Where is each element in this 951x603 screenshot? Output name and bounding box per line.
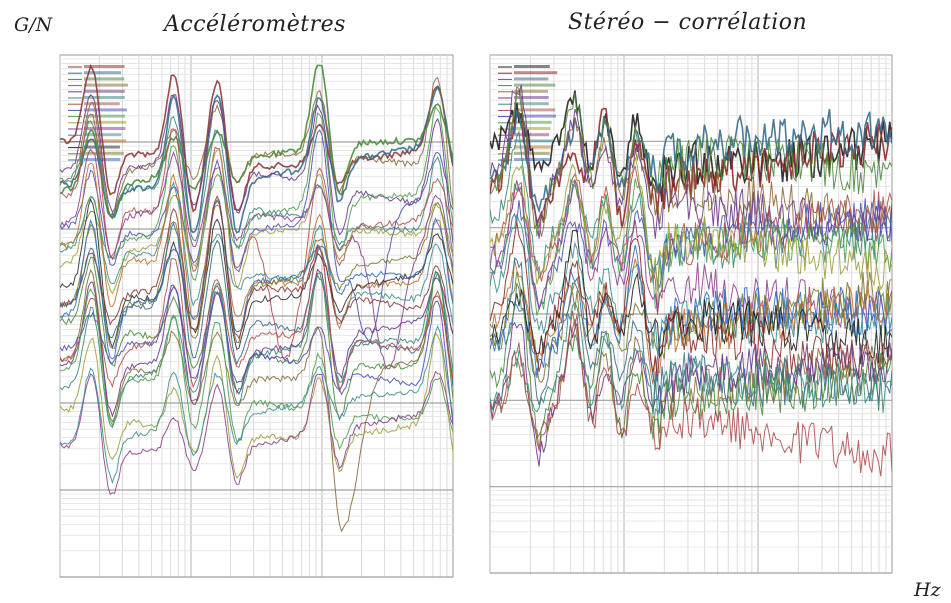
series-line xyxy=(60,115,453,258)
right-chart-title: Stéréo − corrélation xyxy=(568,10,808,35)
series-line xyxy=(60,148,453,370)
series-line xyxy=(60,198,453,349)
series-line xyxy=(490,301,892,416)
legend-entry-text xyxy=(84,114,126,118)
legend-entry-text xyxy=(514,158,550,161)
legend-entry-text xyxy=(84,96,125,99)
series-line xyxy=(60,162,453,330)
legend-entry-text xyxy=(514,114,556,118)
series-line xyxy=(60,129,453,344)
series-line xyxy=(60,195,453,340)
series-line xyxy=(60,181,453,326)
series-line xyxy=(60,85,453,234)
series-line xyxy=(60,149,453,295)
legend-entry-text xyxy=(514,145,553,149)
right-chart-panel xyxy=(489,54,893,574)
series-line xyxy=(60,288,453,450)
legend-entry-text xyxy=(84,89,125,93)
legend-entry-text xyxy=(514,96,549,99)
legend-entry-text xyxy=(514,71,558,75)
legend-entry-text xyxy=(514,133,549,137)
series-line xyxy=(490,271,892,383)
legend-entry-text xyxy=(84,120,127,124)
curves xyxy=(60,64,453,533)
series-line xyxy=(490,310,892,477)
y-axis-label: G/N xyxy=(14,14,53,36)
legend-entry-text xyxy=(84,102,120,106)
x-axis-label: Hz xyxy=(914,579,941,601)
left-chart-title: Accéléromètres xyxy=(164,12,346,37)
series-line xyxy=(490,84,892,244)
legend-entry-text xyxy=(514,89,549,93)
legend-entry-text xyxy=(514,83,556,87)
series-line xyxy=(490,157,892,292)
legend-entry-text xyxy=(84,127,126,130)
series-line xyxy=(60,222,453,390)
series-line xyxy=(60,247,453,393)
legend-entry-text xyxy=(84,108,127,112)
series-line xyxy=(60,76,453,220)
legend-entry-text xyxy=(514,65,550,68)
series-line xyxy=(60,268,453,533)
series-line xyxy=(60,268,453,418)
legend-entry-text xyxy=(514,108,556,112)
legend-entry-text xyxy=(514,139,554,143)
series-line xyxy=(490,258,892,385)
left-chart-panel xyxy=(59,54,454,578)
legend-entry-text xyxy=(514,151,550,155)
legend-entry-text xyxy=(84,83,128,87)
series-line xyxy=(490,244,892,387)
legend-entry-text xyxy=(514,77,549,81)
legend-entry-text xyxy=(84,65,125,68)
series-line xyxy=(60,284,453,426)
legend-entry-text xyxy=(514,120,552,124)
legend-entry-text xyxy=(84,71,122,75)
series-line xyxy=(60,64,453,213)
legend-entry-text xyxy=(84,133,122,137)
legend-entry-text xyxy=(514,102,549,106)
series-line xyxy=(490,129,892,284)
series-line xyxy=(490,198,892,310)
series-line xyxy=(60,200,453,360)
series-line xyxy=(60,324,453,485)
legend-entry-text xyxy=(84,77,125,81)
series-line xyxy=(60,113,453,359)
curves xyxy=(490,84,892,477)
legend-entry-text xyxy=(84,139,126,143)
series-line xyxy=(60,331,453,479)
legend-entry-text xyxy=(514,127,551,130)
series-line xyxy=(490,229,892,365)
legend-entry-text xyxy=(84,145,120,149)
series-line xyxy=(60,370,453,496)
